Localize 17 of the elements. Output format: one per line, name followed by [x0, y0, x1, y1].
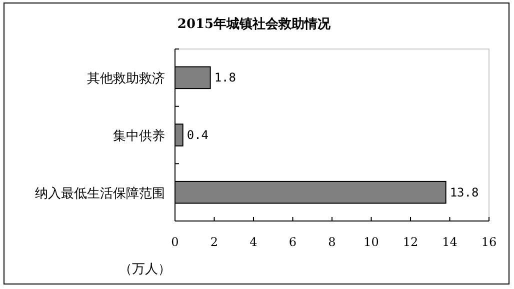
chart-title: 2015年城镇社会救助情况: [177, 16, 332, 32]
x-tick-label: 8: [328, 235, 336, 249]
x-tick-label: 16: [481, 235, 497, 249]
y-tick-label: 纳入最低生活保障范围: [35, 186, 165, 202]
x-tick-label: 12: [402, 235, 418, 249]
y-tick-label: 集中供养: [113, 128, 165, 144]
data-label: 13.8: [450, 185, 479, 200]
x-tick-label: 2: [210, 235, 218, 249]
x-tick-label: 4: [250, 235, 258, 249]
x-tick-label: 0: [171, 235, 179, 249]
x-tick-label: 6: [288, 235, 297, 249]
y-tick-label: 其他救助救济: [87, 72, 165, 87]
x-tick-label: 10: [364, 235, 379, 249]
x-axis-title: （万人）: [119, 262, 171, 277]
data-label: 0.4: [186, 128, 209, 142]
data-label: 1.8: [214, 70, 236, 85]
x-tick-label: 14: [442, 235, 458, 249]
